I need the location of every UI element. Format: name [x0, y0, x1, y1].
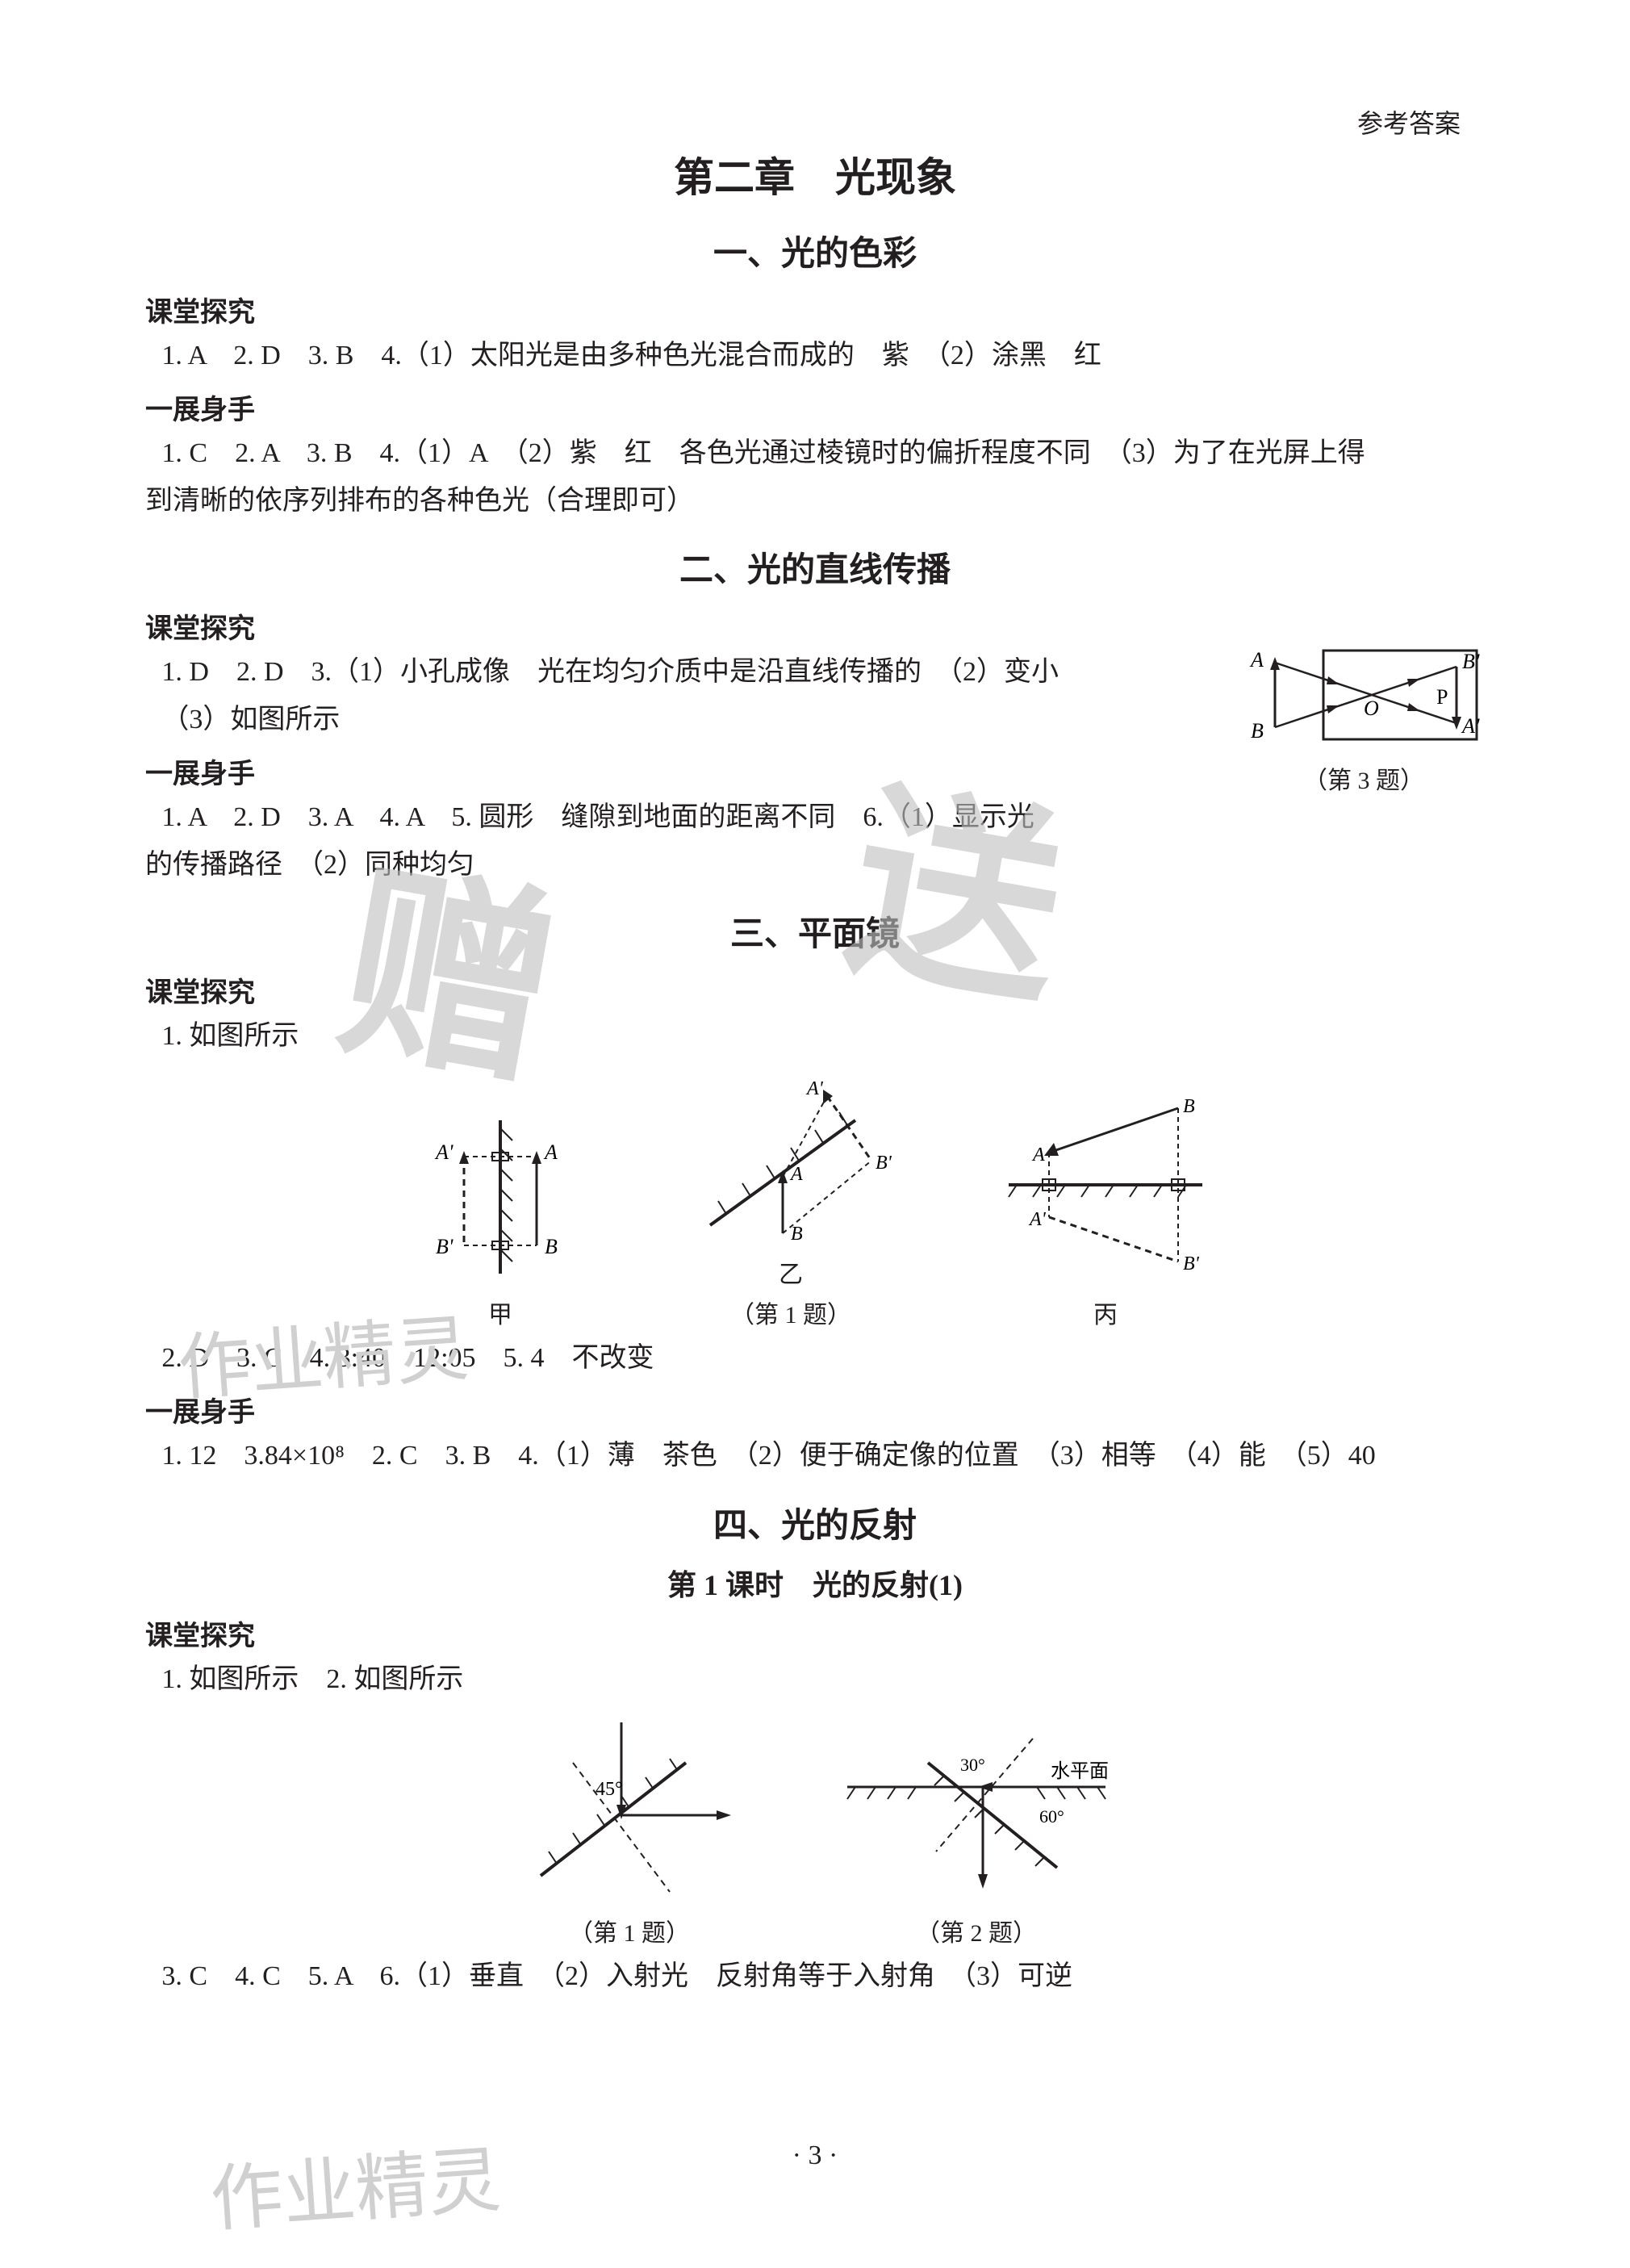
sec4-fig2-caption: （第 2 题） — [839, 1913, 1114, 1948]
sec4-fig2: 水平面 30° 60° （第 2 题） — [839, 1714, 1114, 1948]
svg-text:B: B — [791, 1224, 803, 1245]
sec4-group1-line2: 3. C 4. C 5. A 6.（1）垂直 （2）入射光 反射角等于入射角 （… — [145, 1953, 1485, 2000]
sec2-group2-line2: 的传播路径 （2）同种均匀 — [145, 842, 1485, 889]
sec3-group1-line1: 1. 如图所示 — [145, 1013, 1485, 1060]
sec3-group2-head: 一展身手 — [145, 1390, 1485, 1429]
section-3-title: 三、平面镜 — [145, 906, 1485, 956]
sec2-figure-q3: A B O B' A' P （第 3 题） — [1243, 642, 1485, 796]
svg-text:B: B — [545, 1235, 558, 1258]
svg-text:B': B' — [436, 1235, 453, 1258]
sec2-group2-line1: 1. A 2. D 3. A 4. A 5. 圆形 缝隙到地面的距离不同 6.（… — [145, 794, 1485, 841]
sec3-group1-line2: 2. D 3. C 4. 3:40 12:05 5. 4 不改变 — [145, 1335, 1485, 1382]
fig-yi: A B A' B' 乙 （第 1 题） — [686, 1072, 896, 1330]
sec4-group1-line1: 1. 如图所示 2. 如图所示 — [145, 1656, 1485, 1703]
fig-jia-label: 甲 — [412, 1295, 589, 1330]
section-1-title: 一、光的色彩 — [145, 226, 1485, 275]
svg-text:A': A' — [434, 1140, 453, 1164]
document-page: 参考答案 赠 送 作业精灵 作业精灵 第二章 光现象 一、光的色彩 课堂探究 1… — [0, 0, 1630, 2268]
fig-bing-label: 丙 — [993, 1295, 1218, 1330]
fig-bing: A B A' B' 丙 — [993, 1096, 1218, 1330]
sec1-group1-head: 课堂探究 — [145, 290, 1485, 329]
svg-text:P: P — [1436, 685, 1448, 709]
section-4-title: 四、光的反射 — [145, 1498, 1485, 1547]
section-4-subtitle: 第 1 课时 光的反射(1) — [145, 1562, 1485, 1604]
header-right: 参考答案 — [1357, 103, 1461, 140]
svg-text:60°: 60° — [1039, 1806, 1064, 1827]
sec4-figure-row: 45° （第 1 题） 水平面 — [145, 1714, 1485, 1948]
sec1-group2-line2: 到清晰的依序列排布的各种色光（合理即可） — [145, 478, 1485, 525]
reflection-diagram-2-icon: 水平面 30° 60° — [839, 1714, 1114, 1908]
sec4-group1-head: 课堂探究 — [145, 1613, 1485, 1653]
reflection-diagram-1-icon: 45° — [516, 1714, 742, 1908]
svg-text:A': A' — [1028, 1209, 1047, 1230]
svg-text:A': A' — [1461, 714, 1480, 738]
svg-text:A: A — [543, 1140, 558, 1164]
svg-text:B': B' — [1183, 1253, 1200, 1274]
svg-text:B': B' — [876, 1153, 892, 1174]
mirror-diagram-bing-icon: A B A' B' — [993, 1096, 1218, 1290]
sec1-group2-line1: 1. C 2. A 3. B 4.（1）A （2）紫 红 各色光通过棱镜时的偏折… — [145, 430, 1485, 477]
svg-text:B': B' — [1462, 650, 1480, 673]
svg-text:A: A — [1031, 1144, 1045, 1165]
svg-text:45°: 45° — [596, 1779, 623, 1800]
sec4-fig1: 45° （第 1 题） — [516, 1714, 742, 1948]
fig-yi-label: 乙 — [686, 1254, 896, 1290]
sec2-group1-head: 课堂探究 — [145, 606, 1485, 646]
svg-text:30°: 30° — [960, 1755, 985, 1775]
svg-text:A: A — [1249, 648, 1264, 672]
sec1-group2-head: 一展身手 — [145, 387, 1485, 427]
svg-text:A': A' — [805, 1078, 824, 1099]
svg-text:A: A — [789, 1164, 803, 1185]
svg-text:水平面: 水平面 — [1051, 1760, 1109, 1782]
page-number: · 3 · — [0, 2140, 1630, 2171]
svg-text:B: B — [1183, 1096, 1195, 1117]
sec3-group1-head: 课堂探究 — [145, 970, 1485, 1010]
pinhole-diagram-icon: A B O B' A' P — [1243, 642, 1485, 755]
sec3-fig-caption: （第 1 题） — [686, 1295, 896, 1330]
fig-jia: A B A' B' 甲 — [412, 1112, 589, 1330]
watermark-brand-2: 作业精灵 — [207, 2121, 504, 2246]
sec4-fig1-caption: （第 1 题） — [516, 1913, 742, 1948]
mirror-diagram-yi-icon: A B A' B' — [686, 1072, 896, 1249]
chapter-title: 第二章 光现象 — [145, 145, 1485, 203]
sec2-fig-caption: （第 3 题） — [1243, 760, 1485, 796]
sec3-figure-row: A B A' B' 甲 — [145, 1072, 1485, 1330]
svg-text:B: B — [1251, 719, 1264, 743]
mirror-diagram-jia-icon: A B A' B' — [412, 1112, 589, 1290]
section-2-title: 二、光的直线传播 — [145, 542, 1485, 592]
svg-text:O: O — [1364, 697, 1379, 720]
sec1-group1-answers: 1. A 2. D 3. B 4.（1）太阳光是由多种色光混合而成的 紫 （2）… — [145, 333, 1485, 379]
sec3-group2-line: 1. 12 3.84×10⁸ 2. C 3. B 4.（1）薄 茶色 （2）便于… — [145, 1433, 1485, 1479]
